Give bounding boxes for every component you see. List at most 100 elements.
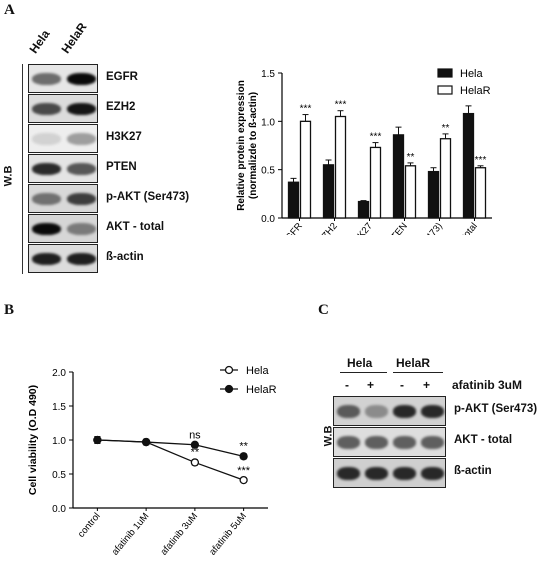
bar-significance-label: *** xyxy=(370,132,382,143)
line-point-hela xyxy=(190,458,200,467)
panel-a-band xyxy=(32,223,61,236)
panel-a-band xyxy=(67,73,96,86)
legend-swatch-hela xyxy=(437,68,453,78)
line-series-hela xyxy=(97,439,244,481)
panel-c-band xyxy=(336,467,360,480)
panel-a-blot-label: AKT - total xyxy=(106,220,165,233)
panel-a-blot-6 xyxy=(28,214,98,243)
bar-helar xyxy=(369,146,382,219)
lane-sign-4: + xyxy=(423,378,431,392)
line-chart-y-tick-label: 1.5 xyxy=(52,402,66,413)
panel-a-blot-3 xyxy=(28,124,98,153)
line-chart-y-axis-label: Cell viability (O.D 490) xyxy=(27,385,39,495)
panel-c-band xyxy=(364,436,388,449)
legend-label-hela: Hela xyxy=(246,365,270,377)
panel-a-band xyxy=(67,223,96,236)
panel-a-band xyxy=(67,163,96,176)
bar-chart-y-axis-label-line: (normalizde to ß-actin) xyxy=(248,92,259,199)
panel-c-blot-label: ß-actin xyxy=(454,465,492,477)
panel-a-blot-label: EZH2 xyxy=(106,100,136,113)
bar-significance-label: ** xyxy=(442,123,450,134)
bar-helar xyxy=(299,120,312,219)
panel-a-blot-label: PTEN xyxy=(106,160,137,173)
bar-hela xyxy=(287,181,300,219)
panel-a-blot-label: H3K27 xyxy=(106,130,142,143)
bar-hela xyxy=(357,200,370,219)
line-point-hela xyxy=(239,475,248,485)
panel-c-blot-1 xyxy=(333,396,446,426)
panel-a-band xyxy=(67,133,96,146)
legend-label-hela: Hela xyxy=(460,68,484,80)
panel-a-band xyxy=(67,253,96,266)
lane-sign-1: - xyxy=(345,378,349,392)
line-chart-x-tick-label: afatinib 3uM xyxy=(158,511,200,558)
panel-b-letter: B xyxy=(4,302,15,318)
line-chart-x-tick-label: afatinib 1uM xyxy=(110,511,152,558)
legend-marker-helar xyxy=(224,384,234,394)
panel-a-blot-2 xyxy=(28,94,98,123)
line-series-helar xyxy=(97,439,244,457)
group-label-hela: Hela xyxy=(347,356,373,370)
panel-c-blot-3 xyxy=(333,458,446,488)
bar-helar xyxy=(334,115,347,219)
bar-helar xyxy=(439,138,452,219)
panel-c-band xyxy=(336,436,360,449)
legend-marker-hela xyxy=(224,365,234,375)
panel-a-blot-4 xyxy=(28,154,98,183)
panel-a-band xyxy=(32,133,61,146)
panel-a-band xyxy=(32,193,61,206)
bar-chart-x-tick-label: H3K27 xyxy=(348,221,375,235)
panel-c-letter: C xyxy=(318,302,329,318)
line-point-helar xyxy=(239,452,248,461)
lane-sign-2: + xyxy=(367,378,375,392)
line-chart-y-tick-label: 2.0 xyxy=(52,368,66,379)
panel-c-band xyxy=(393,436,417,449)
panel-a-band xyxy=(32,73,61,86)
bar-significance-label: *** xyxy=(475,155,487,166)
bar-hela xyxy=(462,112,475,219)
bar-chart-x-tick-label: EZH2 xyxy=(316,221,340,235)
bar-chart-y-tick-label: 0.0 xyxy=(261,214,275,225)
group-underline-helar xyxy=(393,372,443,373)
panel-c-band xyxy=(393,405,417,418)
bar-chart-x-tick-label: PTEN xyxy=(385,221,410,235)
panel-c-blot-2 xyxy=(333,427,446,457)
line-significance-label: ns xyxy=(189,430,201,442)
line-chart-x-tick-label: afatinib 5uM xyxy=(207,511,249,558)
line-chart-x-tick-label: control xyxy=(76,511,103,540)
legend-label-helar: HelaR xyxy=(460,85,491,97)
bar-significance-label: *** xyxy=(300,104,312,115)
lane-sign-3: - xyxy=(400,378,404,392)
panel-a-blot-5 xyxy=(28,184,98,213)
bar-chart-x-tick-label: EGFR xyxy=(279,221,304,235)
panel-c-band xyxy=(421,436,445,449)
panel-a-wb-bracket xyxy=(22,64,23,274)
group-label-helar: HelaR xyxy=(396,356,431,370)
treatment-label: afatinib 3uM xyxy=(452,378,523,392)
line-point-helar xyxy=(141,437,151,447)
legend-swatch-helar xyxy=(437,85,453,95)
line-chart-y-tick-label: 0.0 xyxy=(52,504,66,515)
panel-c-band xyxy=(421,467,445,480)
line-significance-label: *** xyxy=(237,465,251,477)
panel-c-blot-label: AKT - total xyxy=(454,434,513,446)
line-point-helar xyxy=(190,440,200,449)
panel-a-band xyxy=(32,253,61,266)
cell-viability-line-chart: 0.0 0.5 1.0 1.5 2.0 Cell viability (O.D 490) c… xyxy=(27,365,277,558)
bar-chart-y-axis-label: Relative protein expression(normalizde t… xyxy=(236,80,259,211)
line-chart-y-tick-label: 0.5 xyxy=(52,470,66,481)
panel-c-band xyxy=(393,467,417,480)
bar-significance-label: ** xyxy=(407,152,415,163)
panel-a-blot-label: ß-actin xyxy=(106,250,144,263)
panel-a-band xyxy=(67,193,96,206)
panel-a-blot-1 xyxy=(28,64,98,93)
panel-a-band xyxy=(32,103,61,116)
bar-helar xyxy=(474,167,487,219)
panel-a-blot-label: EGFR xyxy=(106,70,138,83)
panel-c-band xyxy=(336,405,360,418)
line-significance-label: ** xyxy=(191,447,200,459)
bar-hela xyxy=(322,164,335,219)
panel-c-band xyxy=(421,405,445,418)
bar-hela xyxy=(427,170,440,219)
